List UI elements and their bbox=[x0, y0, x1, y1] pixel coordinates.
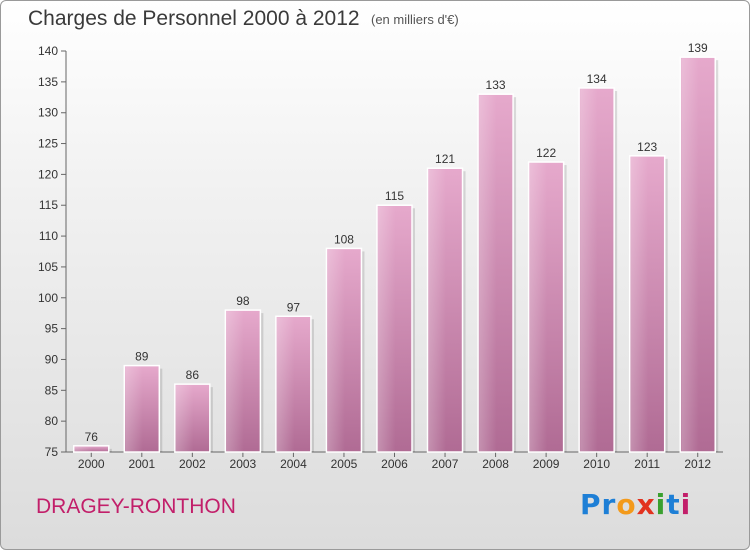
y-tick-label: 115 bbox=[39, 198, 58, 212]
data-label: 133 bbox=[486, 78, 506, 92]
bar-highlight bbox=[327, 249, 345, 451]
data-label: 86 bbox=[186, 368, 200, 382]
x-tick-label: 2010 bbox=[583, 457, 610, 471]
y-tick-label: 85 bbox=[45, 383, 59, 397]
data-label: 89 bbox=[135, 350, 149, 364]
y-tick-label: 125 bbox=[38, 137, 58, 151]
x-tick-label: 2007 bbox=[432, 457, 459, 471]
bar-highlight bbox=[479, 95, 497, 451]
data-label: 123 bbox=[637, 140, 657, 154]
bar-highlight bbox=[74, 446, 93, 451]
x-tick-label: 2000 bbox=[78, 457, 105, 471]
bar-highlight bbox=[125, 366, 143, 451]
y-tick-label: 100 bbox=[38, 291, 58, 305]
proxiti-logo[interactable]: Proxiti bbox=[580, 488, 692, 521]
bar-highlight bbox=[276, 317, 295, 451]
x-tick-label: 2002 bbox=[179, 457, 206, 471]
x-tick-label: 2008 bbox=[482, 457, 509, 471]
x-tick-label: 2004 bbox=[280, 457, 307, 471]
data-label: 98 bbox=[236, 294, 250, 308]
data-label: 139 bbox=[688, 41, 708, 55]
place-name: DRAGEY-RONTHON bbox=[36, 495, 236, 518]
x-tick-label: 2006 bbox=[381, 457, 408, 471]
bar-highlight bbox=[226, 311, 244, 451]
y-tick-label: 110 bbox=[39, 229, 58, 243]
y-tick-label: 130 bbox=[38, 106, 58, 120]
y-tick-label: 75 bbox=[45, 445, 59, 459]
data-label: 97 bbox=[287, 300, 301, 314]
bar-highlight bbox=[175, 385, 194, 451]
x-tick-label: 2003 bbox=[230, 457, 257, 471]
chart-subtitle: (en milliers d'€) bbox=[371, 12, 459, 27]
x-tick-label: 2005 bbox=[331, 457, 358, 471]
y-tick-label: 80 bbox=[45, 414, 59, 428]
data-label: 108 bbox=[334, 232, 354, 246]
bar-highlight bbox=[580, 89, 598, 451]
bar-highlight bbox=[428, 169, 447, 451]
y-tick-label: 105 bbox=[38, 260, 58, 274]
data-label: 122 bbox=[536, 146, 556, 160]
data-label: 115 bbox=[385, 189, 404, 203]
y-tick-label: 135 bbox=[38, 75, 58, 89]
data-label: 76 bbox=[85, 430, 99, 444]
x-tick-label: 2011 bbox=[634, 457, 660, 471]
bar-highlight bbox=[681, 58, 699, 452]
bar-highlight bbox=[630, 156, 649, 451]
bar-highlight bbox=[529, 163, 548, 452]
y-tick-label: 120 bbox=[38, 167, 58, 181]
chart-title: Charges de Personnel 2000 à 2012 bbox=[28, 7, 360, 30]
x-tick-label: 2012 bbox=[684, 457, 711, 471]
bar-highlight bbox=[378, 206, 396, 451]
x-tick-label: 2001 bbox=[128, 457, 155, 471]
y-tick-label: 95 bbox=[45, 322, 59, 336]
y-tick-label: 90 bbox=[45, 352, 59, 366]
data-label: 121 bbox=[435, 152, 455, 166]
y-tick-label: 140 bbox=[38, 44, 58, 58]
data-label: 134 bbox=[587, 72, 607, 86]
x-tick-label: 2009 bbox=[533, 457, 560, 471]
